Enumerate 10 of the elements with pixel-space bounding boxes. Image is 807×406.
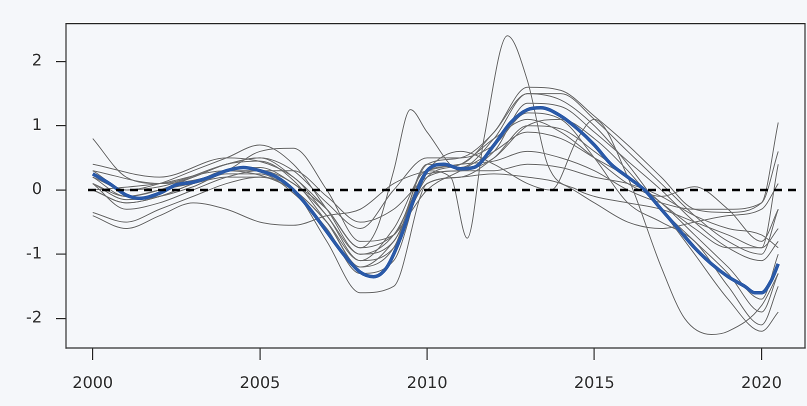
y-tick-label: 1 [32, 114, 42, 134]
x-tick-label: 2005 [240, 372, 280, 392]
x-tick-label: 2010 [406, 372, 448, 392]
x-tick-label: 2015 [574, 372, 615, 392]
y-tick-label: 0 [32, 179, 42, 198]
x-tick-label: 2000 [72, 372, 114, 392]
y-tick-label: 2 [32, 50, 42, 70]
y-tick-label: -1 [26, 243, 42, 262]
y-tick-label: -2 [26, 308, 42, 327]
x-tick-label: 2020 [741, 372, 782, 392]
